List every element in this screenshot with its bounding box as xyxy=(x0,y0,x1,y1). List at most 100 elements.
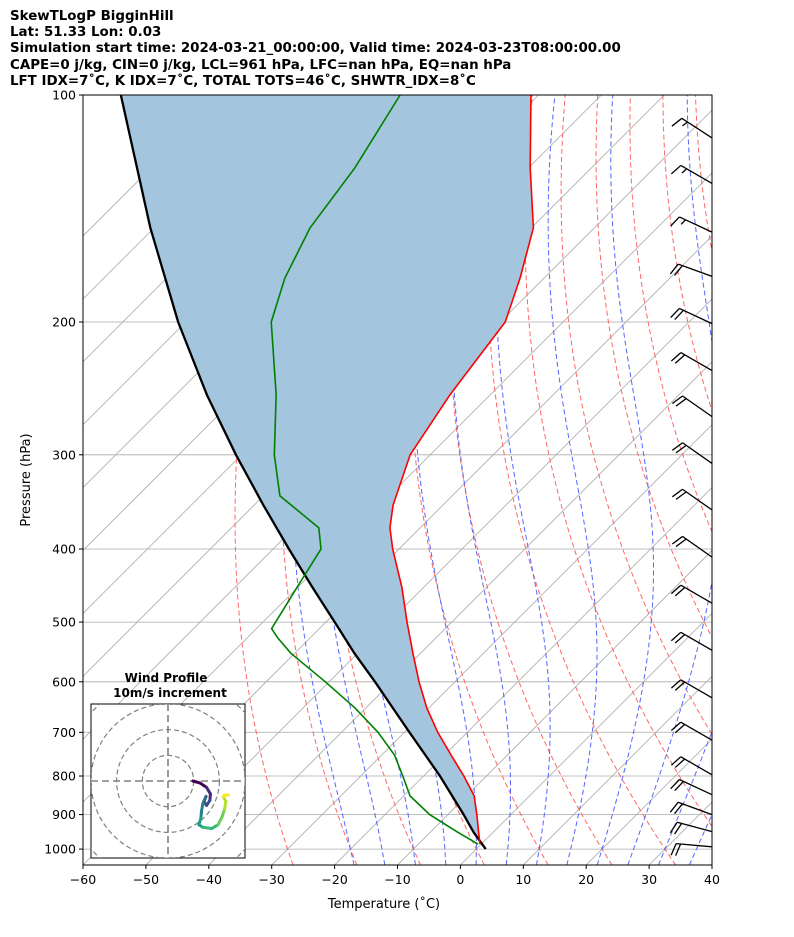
barb-flag xyxy=(670,307,680,319)
y-tick-label: 900 xyxy=(52,807,76,822)
y-tick-label: 1000 xyxy=(44,842,76,857)
barb-flag xyxy=(670,721,682,732)
dry-adiabat xyxy=(694,95,712,255)
dry-adiabat xyxy=(761,95,794,865)
x-tick-label: 40 xyxy=(704,872,720,887)
barb-half xyxy=(680,219,686,225)
barb-flag xyxy=(674,758,686,768)
barb-flag xyxy=(670,843,677,856)
x-tick-label: −10 xyxy=(384,872,410,887)
wind-barb xyxy=(670,352,713,372)
isotherm xyxy=(648,801,712,865)
cape-cin-shading xyxy=(120,95,534,850)
barb-flag xyxy=(674,354,686,364)
barb-shaft xyxy=(680,756,713,776)
wind-barb xyxy=(670,164,713,184)
barb-flag xyxy=(670,631,682,642)
barb-flag xyxy=(674,823,683,835)
barb-shaft xyxy=(680,584,713,604)
barb-shaft xyxy=(676,843,713,848)
dry-adiabat xyxy=(560,95,712,736)
barb-flag xyxy=(675,444,687,454)
moist-adiabat xyxy=(495,95,551,865)
moist-adiabat xyxy=(720,95,794,865)
y-tick-label: 300 xyxy=(52,447,76,462)
wind-barb xyxy=(670,843,713,856)
barb-flag xyxy=(671,488,683,498)
barb-flag xyxy=(675,538,687,548)
barb-shaft xyxy=(679,307,713,325)
wind-barb xyxy=(671,395,713,418)
barb-flag xyxy=(671,117,683,127)
barb-flag xyxy=(674,681,686,691)
barb-flag xyxy=(675,398,687,407)
hodograph-area xyxy=(91,704,245,858)
wind-barb xyxy=(670,631,713,651)
hodograph-subtitle: 10m/s increment xyxy=(113,686,227,700)
x-tick-label: 30 xyxy=(641,872,657,887)
barb-flag xyxy=(674,843,682,856)
barb-flag xyxy=(669,821,678,834)
x-tick-label: 10 xyxy=(515,872,531,887)
wind-barb xyxy=(670,216,713,233)
barb-shaft xyxy=(682,535,713,558)
wind-barb xyxy=(670,584,713,604)
barb-flag xyxy=(674,265,683,276)
moist-adiabat xyxy=(450,95,512,865)
hodograph-title: Wind Profile xyxy=(125,671,208,685)
y-tick-label: 600 xyxy=(52,674,76,689)
hodograph-segment xyxy=(201,825,214,831)
barb-shaft xyxy=(677,801,713,816)
barb-shaft xyxy=(679,216,713,233)
barb-shaft xyxy=(680,721,713,741)
wind-barbs xyxy=(669,117,713,856)
barb-shaft xyxy=(679,778,713,796)
x-tick-label: −30 xyxy=(259,872,285,887)
barb-flag xyxy=(671,395,683,405)
barb-flag xyxy=(671,535,683,545)
y-axis-label: Pressure (hPa) xyxy=(19,433,34,526)
barb-flag xyxy=(670,779,680,790)
isotherm xyxy=(460,612,712,865)
wind-barb xyxy=(670,307,713,325)
barb-flag xyxy=(669,801,679,813)
barb-flag xyxy=(674,634,686,644)
barb-flag xyxy=(670,216,680,227)
barb-half xyxy=(681,168,688,174)
wind-barb xyxy=(670,679,713,699)
barb-shaft xyxy=(680,164,713,184)
wind-barb xyxy=(669,821,713,835)
barb-flag xyxy=(674,803,683,815)
barb-flag xyxy=(674,309,684,320)
isotherm xyxy=(522,675,712,865)
isotherm xyxy=(83,95,225,237)
barb-flag xyxy=(670,584,682,595)
dry-adiabat xyxy=(595,95,712,639)
y-tick-label: 200 xyxy=(52,315,76,330)
isotherm xyxy=(145,298,712,865)
title: SkewTLogP BigginHill xyxy=(10,9,174,24)
profiles xyxy=(119,95,535,850)
isotherm xyxy=(775,95,794,865)
isotherm xyxy=(585,738,712,865)
x-axis-label: Temperature (˚C) xyxy=(327,896,440,912)
x-tick-label: 0 xyxy=(456,872,464,887)
dry-adiabat xyxy=(524,95,712,828)
barb-shaft xyxy=(682,395,713,418)
parcel-path-line xyxy=(119,95,487,850)
barb-shaft xyxy=(681,117,713,139)
hodograph-inset: Wind Profile 10m/s increment xyxy=(90,671,246,859)
moist-adiabat xyxy=(547,95,598,865)
barb-shaft xyxy=(677,263,713,278)
indices-2: LFT IDX=7˚C, K IDX=7˚C, TOTAL TOTS=46˚C,… xyxy=(10,74,476,89)
y-tick-label: 100 xyxy=(52,88,76,103)
wind-barb xyxy=(671,442,713,464)
wind-barb xyxy=(671,117,713,139)
x-tick-label: −40 xyxy=(196,872,222,887)
isotherm xyxy=(334,487,712,865)
y-tick-label: 500 xyxy=(52,615,76,630)
isotherm xyxy=(711,864,712,865)
dry-adiabat xyxy=(280,95,358,865)
